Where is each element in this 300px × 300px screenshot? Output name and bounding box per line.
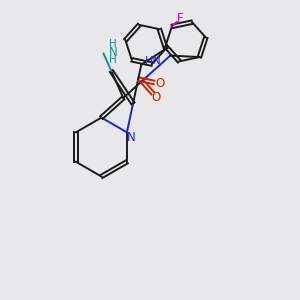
Text: H: H [109, 39, 117, 49]
Text: HN: HN [145, 56, 161, 66]
Text: O: O [152, 91, 161, 103]
Text: N: N [127, 131, 136, 144]
Text: H: H [109, 55, 117, 65]
Text: F: F [177, 12, 184, 25]
Text: N: N [109, 46, 117, 59]
Text: O: O [155, 77, 164, 90]
